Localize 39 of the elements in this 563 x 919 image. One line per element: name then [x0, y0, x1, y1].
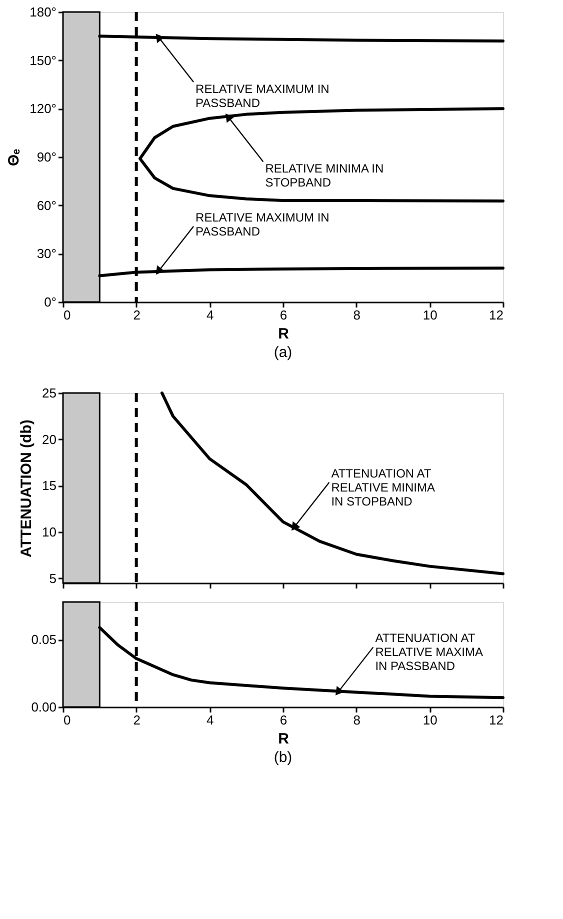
x-tick-label: 4	[206, 712, 214, 728]
text: (b)	[274, 749, 292, 766]
annotation: ATTENUATION AT RELATIVE MAXIMA IN PASSBAND	[375, 631, 484, 674]
x-tick-label: 0	[64, 712, 71, 728]
x-tick-label: 10	[422, 308, 438, 322]
x-tick-label: 6	[280, 308, 288, 322]
y-tick-label: 60°	[36, 198, 56, 213]
x-axis-title: R	[278, 326, 290, 342]
annotation: RELATIVE MAXIMUM IN PASSBAND	[196, 210, 330, 238]
annotation: RELATIVE MINIMA IN STOPBAND	[265, 162, 384, 190]
y-tick-label: 0°	[44, 294, 56, 310]
y-tick-label: 90°	[36, 150, 56, 164]
y-tick-label: 25	[42, 386, 56, 400]
x-tick-label: 0	[64, 308, 71, 322]
x-tick-label: 4	[206, 308, 214, 322]
y-axis-title: ATTENUATION (db)	[18, 420, 36, 558]
y-axis-title: Θₑ	[6, 148, 23, 166]
y-tick-label: 10	[42, 524, 56, 540]
y-tick-label: 0.05	[31, 632, 56, 648]
y-tick-label: 0.00	[31, 700, 56, 714]
y-tick-label: 5	[49, 570, 56, 586]
x-tick-label: 8	[353, 308, 360, 322]
y-tick-label: 20	[42, 432, 56, 447]
y-tick-label: 180°	[30, 4, 56, 20]
y-tick-label: 150°	[30, 52, 56, 68]
text: (a)	[274, 344, 292, 361]
x-tick-label: 2	[133, 308, 140, 322]
x-tick-label: 10	[422, 712, 438, 728]
y-tick-label: 120°	[30, 101, 56, 116]
x-axis-title: R	[278, 730, 290, 748]
x-tick-label: 8	[353, 712, 360, 728]
y-tick-label: 15	[42, 478, 56, 494]
y-tick-label: 30°	[36, 246, 56, 262]
x-tick-label: 2	[133, 712, 140, 728]
x-tick-label: 12	[489, 308, 504, 322]
annotation: ATTENUATION AT RELATIVE MINIMA IN STOPBAND	[331, 466, 435, 508]
x-tick-label: 6	[280, 712, 288, 728]
x-tick-label: 12	[489, 712, 504, 728]
annotation: RELATIVE MAXIMUM IN PASSBAND	[196, 82, 330, 110]
